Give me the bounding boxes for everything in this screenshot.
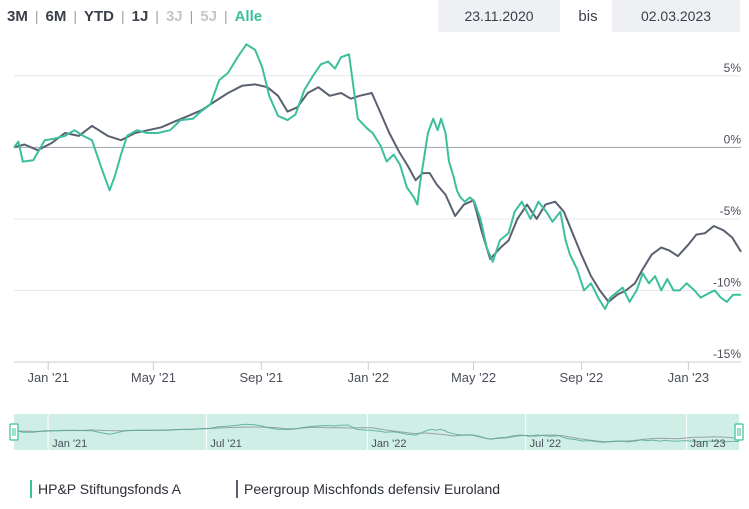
- y-axis-labels: 5% 0% -5% -10% -15%: [713, 61, 741, 361]
- legend-swatch-peer: [236, 480, 238, 498]
- legend-swatch-fund: [30, 480, 32, 498]
- date-range-separator: bis: [578, 7, 598, 25]
- legend-label-fund: HP&P Stiftungsfonds A: [38, 481, 181, 497]
- range-separator: |: [120, 8, 125, 24]
- navigator-axis-labels: Jan '21 Jul '21 Jan '22 Jul '22 Jan '23: [52, 438, 726, 450]
- range-separator: |: [34, 8, 39, 24]
- chart-series: [13, 43, 742, 310]
- y-tick-label: -5%: [720, 204, 742, 218]
- x-tick-label: May '22: [451, 370, 496, 385]
- x-tick-label: Jan '21: [27, 370, 69, 385]
- navigator-handle-left[interactable]: [9, 423, 19, 441]
- range-separator: |: [189, 8, 194, 24]
- y-tick-label: -15%: [713, 347, 741, 361]
- range-button-alle[interactable]: Alle: [234, 7, 263, 25]
- date-to-field[interactable]: 02.03.2023: [612, 0, 740, 32]
- range-button-3m[interactable]: 3M: [7, 7, 28, 25]
- x-axis: Jan '21 May '21 Sep '21 Jan '22 May '22 Sep '…: [14, 361, 741, 385]
- navigator-fund-line: [13, 423, 739, 443]
- range-navigator[interactable]: Jan '21 Jul '21 Jan '22 Jul '22 Jan '23: [0, 406, 749, 456]
- range-button-3j: 3J: [165, 7, 183, 25]
- range-selector: 3M | 6M | YTD | 1J | 3J | 5J | Alle: [0, 0, 269, 32]
- range-button-ytd[interactable]: YTD: [83, 7, 114, 25]
- y-tick-label: -10%: [713, 275, 741, 289]
- legend-item-peer[interactable]: Peergroup Mischfonds defensiv Euroland: [236, 480, 500, 498]
- navigator-tick-label: Jan '21: [52, 438, 87, 450]
- range-separator: |: [73, 8, 77, 24]
- date-from-field[interactable]: 23.11.2020: [438, 0, 560, 32]
- x-tick-label: Jan '23: [668, 370, 710, 385]
- fund-series-line: [13, 43, 741, 310]
- y-tick-label: 0%: [724, 132, 742, 146]
- legend-item-fund[interactable]: HP&P Stiftungsfonds A: [30, 480, 181, 498]
- y-tick-label: 5%: [724, 61, 742, 75]
- peer-series-line: [13, 83, 742, 303]
- performance-chart: Jan '21 May '21 Sep '21 Jan '22 May '22 Sep '…: [13, 43, 742, 385]
- navigator-grid: [47, 414, 688, 450]
- navigator-selection[interactable]: [14, 414, 739, 450]
- navigator-tick-label: Jan '23: [691, 438, 726, 450]
- navigator-tick-label: Jul '22: [530, 438, 561, 450]
- navigator-tick-label: Jan '22: [371, 438, 406, 450]
- range-button-6m[interactable]: 6M: [45, 7, 67, 25]
- navigator-tick-label: Jul '21: [210, 438, 241, 450]
- chart-grid: [14, 75, 741, 363]
- x-tick-label: Jan '22: [348, 370, 390, 385]
- range-button-5j: 5J: [200, 7, 217, 25]
- x-tick-label: Sep '22: [560, 370, 604, 385]
- range-button-1j[interactable]: 1J: [131, 7, 149, 25]
- navigator-series: [13, 423, 740, 443]
- range-separator: |: [155, 8, 159, 24]
- range-separator: |: [223, 8, 228, 24]
- navigator-handle-right[interactable]: [734, 423, 744, 441]
- legend-label-peer: Peergroup Mischfonds defensiv Euroland: [244, 481, 501, 497]
- x-tick-label: May '21: [131, 370, 176, 385]
- x-tick-label: Sep '21: [239, 370, 283, 385]
